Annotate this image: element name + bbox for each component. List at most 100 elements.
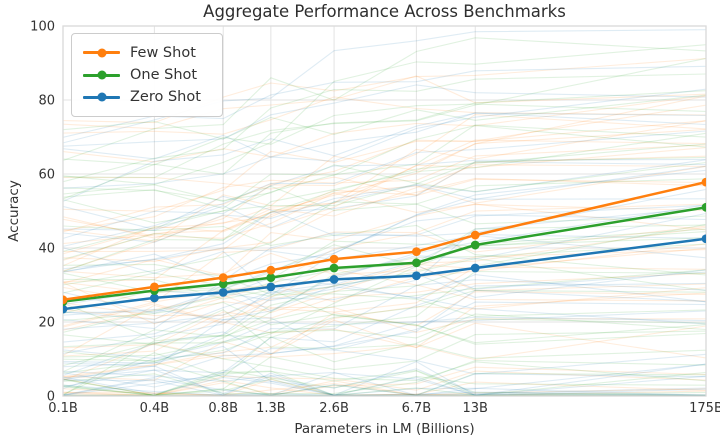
background-line bbox=[63, 124, 706, 224]
background-line bbox=[63, 177, 706, 262]
background-line bbox=[63, 112, 706, 160]
background-line bbox=[63, 369, 706, 396]
background-line bbox=[63, 243, 706, 320]
series-marker-few-shot bbox=[218, 273, 228, 282]
background-line bbox=[63, 188, 706, 282]
background-line bbox=[63, 161, 706, 272]
y-axis-label: Accuracy bbox=[6, 180, 22, 242]
background-line bbox=[63, 212, 706, 368]
background-line bbox=[63, 289, 706, 396]
background-line bbox=[63, 318, 706, 396]
background-line bbox=[63, 378, 706, 396]
background-line bbox=[63, 308, 706, 375]
background-benchmark-lines bbox=[63, 29, 706, 396]
legend-label-one-shot: One Shot bbox=[130, 66, 198, 83]
background-line bbox=[63, 224, 706, 293]
background-line bbox=[63, 269, 706, 373]
background-line bbox=[63, 120, 706, 233]
few-shot-marker-icon bbox=[97, 48, 106, 58]
series-line-few-shot bbox=[63, 180, 706, 302]
x-tick-label: 0.4B bbox=[140, 401, 170, 416]
background-line bbox=[63, 360, 706, 396]
background-line bbox=[63, 114, 706, 239]
series-marker-few-shot bbox=[412, 247, 421, 257]
background-line bbox=[63, 313, 706, 358]
background-line bbox=[63, 264, 706, 314]
background-line bbox=[63, 369, 706, 396]
background-line bbox=[63, 264, 706, 331]
background-line bbox=[63, 224, 706, 276]
background-line bbox=[63, 165, 706, 330]
background-line bbox=[63, 379, 706, 396]
series-marker-zero-shot bbox=[470, 263, 480, 273]
background-line bbox=[63, 164, 706, 283]
background-line bbox=[63, 203, 706, 304]
series-marker-zero-shot bbox=[701, 234, 706, 244]
series-marker-one-shot bbox=[470, 240, 480, 250]
background-line bbox=[63, 73, 706, 183]
series-marker-one-shot bbox=[412, 258, 421, 268]
series-marker-zero-shot bbox=[218, 288, 228, 297]
background-line bbox=[63, 184, 706, 225]
background-line bbox=[63, 380, 706, 396]
series-marker-one-shot bbox=[701, 202, 706, 212]
series-marker-zero-shot bbox=[149, 293, 159, 303]
series-marker-one-shot bbox=[266, 273, 276, 282]
series-marker-few-shot bbox=[470, 230, 480, 240]
background-line bbox=[63, 112, 706, 202]
background-line bbox=[63, 330, 706, 396]
background-line bbox=[63, 226, 706, 356]
background-line bbox=[63, 95, 706, 242]
background-line bbox=[63, 156, 706, 252]
legend-label-few-shot: Few Shot bbox=[130, 44, 196, 61]
series-marker-few-shot bbox=[149, 282, 159, 292]
legend: Few Shot One Shot Zero Shot bbox=[71, 33, 223, 117]
series-marker-zero-shot bbox=[266, 282, 276, 292]
background-line bbox=[63, 247, 706, 325]
background-line bbox=[63, 302, 706, 359]
x-tick-label: 2.6B bbox=[319, 401, 349, 416]
background-line bbox=[63, 345, 706, 395]
background-line bbox=[63, 184, 706, 232]
background-line bbox=[63, 291, 706, 382]
background-line bbox=[63, 292, 706, 381]
x-tick-label: 13B bbox=[463, 401, 488, 416]
background-line bbox=[63, 125, 706, 209]
background-line bbox=[63, 278, 706, 344]
series-marker-zero-shot bbox=[412, 271, 421, 281]
zero-shot-marker-icon bbox=[97, 92, 106, 102]
y-tick-label: 0 bbox=[47, 390, 55, 405]
background-line bbox=[63, 372, 706, 396]
background-line bbox=[63, 57, 706, 179]
one-shot-line-swatch bbox=[83, 70, 120, 80]
background-line bbox=[63, 90, 706, 200]
x-tick-label: 6.7B bbox=[402, 401, 432, 416]
background-line bbox=[63, 159, 706, 243]
series-marker-few-shot bbox=[266, 265, 276, 275]
background-line bbox=[63, 176, 706, 197]
series-marker-one-shot bbox=[218, 279, 228, 289]
background-line bbox=[63, 375, 706, 396]
background-line bbox=[63, 75, 706, 130]
background-line bbox=[63, 155, 706, 245]
background-line bbox=[63, 370, 706, 396]
background-line bbox=[63, 370, 706, 396]
x-axis-label: Parameters in LM (Billions) bbox=[294, 421, 475, 437]
background-line bbox=[63, 237, 706, 294]
series-marker-few-shot bbox=[329, 254, 339, 264]
background-line bbox=[63, 144, 706, 232]
background-line bbox=[63, 374, 706, 396]
y-tick-label: 60 bbox=[38, 168, 55, 183]
background-line bbox=[63, 384, 706, 396]
background-line bbox=[63, 274, 706, 343]
background-line bbox=[63, 363, 706, 396]
background-line bbox=[63, 84, 706, 147]
background-line bbox=[63, 266, 706, 357]
background-line bbox=[63, 386, 706, 396]
background-line bbox=[63, 147, 706, 272]
background-line bbox=[63, 192, 706, 239]
background-line bbox=[63, 376, 706, 396]
background-line bbox=[63, 165, 706, 253]
background-line bbox=[63, 270, 706, 348]
